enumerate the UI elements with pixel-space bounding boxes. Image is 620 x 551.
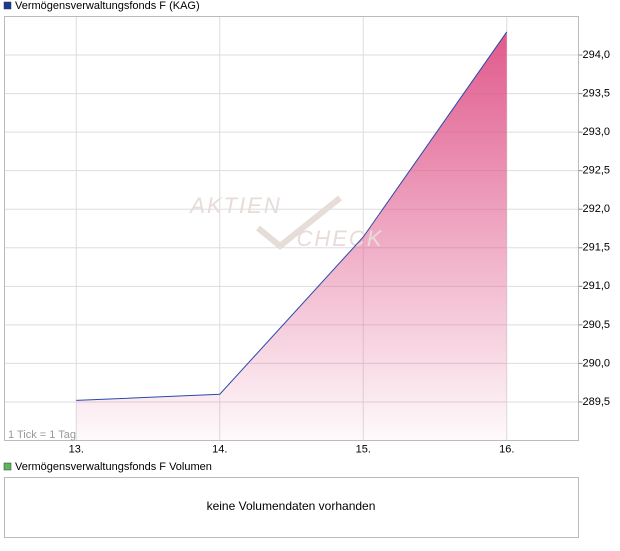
annotation: 1 Tick = 1 Tag bbox=[8, 429, 76, 441]
area-fill bbox=[76, 31, 507, 441]
y-tick-label: 290,5 bbox=[583, 319, 611, 331]
legend-swatch bbox=[3, 462, 12, 471]
watermark: AKTIEN bbox=[188, 193, 281, 218]
y-tick-label: 294,0 bbox=[583, 49, 611, 61]
x-tick-label: 13. bbox=[69, 443, 84, 455]
line bbox=[76, 31, 508, 401]
volume-frame bbox=[4, 477, 579, 538]
y-tick-label: 291,5 bbox=[583, 242, 611, 254]
y-tick-label: 292,5 bbox=[583, 165, 611, 177]
y-tick-label: 292,0 bbox=[583, 203, 611, 215]
legend-label: Vermögensverwaltungsfonds F (KAG) bbox=[15, 0, 200, 12]
legend-swatch bbox=[3, 1, 12, 10]
x-tick-label: 14. bbox=[212, 443, 227, 455]
legend-label: Vermögensverwaltungsfonds F Volumen bbox=[15, 461, 212, 473]
y-tick-label: 291,0 bbox=[583, 280, 611, 292]
watermark-check bbox=[256, 195, 342, 250]
y-tick-label: 289,5 bbox=[583, 396, 611, 408]
x-tick-label: 16. bbox=[499, 443, 514, 455]
x-tick-label: 15. bbox=[356, 443, 371, 455]
y-tick-label: 293,5 bbox=[583, 87, 611, 99]
y-tick-label: 290,0 bbox=[583, 357, 611, 369]
y-tick-label: 293,0 bbox=[583, 126, 611, 138]
plot-frame bbox=[4, 16, 579, 441]
empty-message: keine Volumendaten vorhanden bbox=[207, 499, 376, 513]
watermark: CHECK bbox=[296, 226, 383, 251]
